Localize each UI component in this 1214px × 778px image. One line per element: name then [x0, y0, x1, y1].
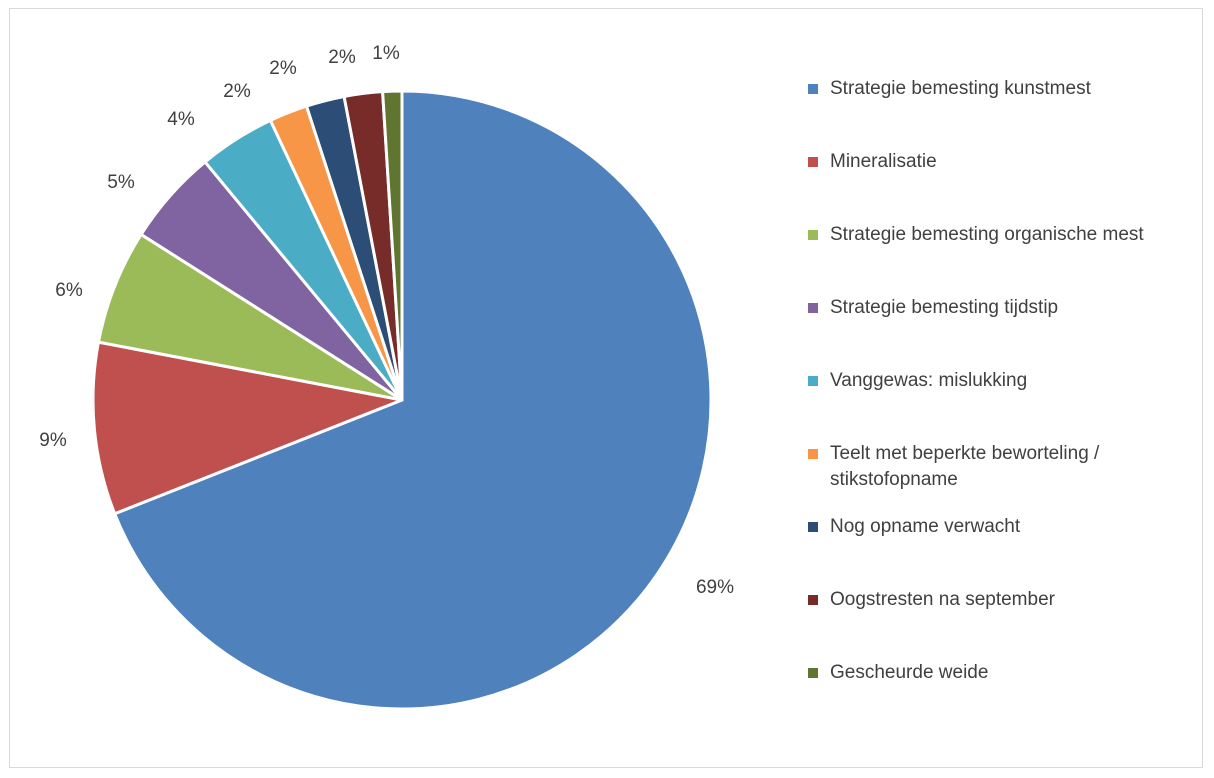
- pie-data-label: 1%: [372, 43, 400, 64]
- legend-item: Strategie bemesting kunstmest: [808, 76, 1200, 102]
- legend-item: Oogstresten na september: [808, 587, 1200, 613]
- legend-label: Strategie bemesting tijdstip: [830, 297, 1059, 318]
- pie-data-labels: 69% 9% 6% 5% 4% 2% 2% 2% 1%: [39, 43, 734, 598]
- legend-swatch: [808, 230, 818, 240]
- legend-item: Strategie bemesting organische mest: [808, 222, 1200, 248]
- legend-swatch: [808, 668, 818, 678]
- pie-data-label: 2%: [223, 81, 251, 102]
- pie-data-label: 2%: [328, 47, 356, 68]
- legend-swatch: [808, 376, 818, 386]
- legend-item: Teelt met beperkte beworteling / stiksto…: [808, 441, 1175, 493]
- legend-label: Teelt met beperkte beworteling / stiksto…: [830, 443, 1100, 490]
- legend-swatch: [808, 84, 818, 94]
- legend-label: Strategie bemesting kunstmest: [830, 78, 1091, 99]
- legend-swatch: [808, 303, 818, 313]
- pie-data-label: 6%: [55, 280, 83, 301]
- pie-slice: [381, 89, 404, 402]
- pie-slice: [91, 340, 404, 516]
- legend-label: Oogstresten na september: [830, 589, 1055, 610]
- pie-data-label: 5%: [107, 172, 135, 193]
- pie-data-label: 2%: [269, 58, 297, 79]
- legend-label: Mineralisatie: [830, 151, 937, 172]
- legend-swatch: [808, 595, 818, 605]
- pie-slice: [113, 89, 713, 711]
- legend-swatch: [808, 157, 818, 167]
- legend-label: Vanggewas: mislukking: [830, 370, 1028, 391]
- legend-item: Strategie bemesting tijdstip: [808, 295, 1200, 321]
- legend-label: Nog opname verwacht: [830, 516, 1021, 537]
- pie-slices: [91, 89, 713, 711]
- legend-item: Gescheurde weide: [808, 660, 1200, 686]
- legend-label: Gescheurde weide: [830, 662, 989, 683]
- legend-item: Vanggewas: mislukking: [808, 368, 1200, 394]
- legend-label: Strategie bemesting organische mest: [830, 224, 1144, 245]
- pie-data-label: 69%: [696, 577, 734, 598]
- legend-swatch: [808, 449, 818, 459]
- pie-data-label: 4%: [167, 109, 195, 130]
- legend-swatch: [808, 522, 818, 532]
- legend-item: Nog opname verwacht: [808, 514, 1200, 540]
- pie-data-label: 9%: [39, 430, 67, 451]
- legend-item: Mineralisatie: [808, 149, 1200, 175]
